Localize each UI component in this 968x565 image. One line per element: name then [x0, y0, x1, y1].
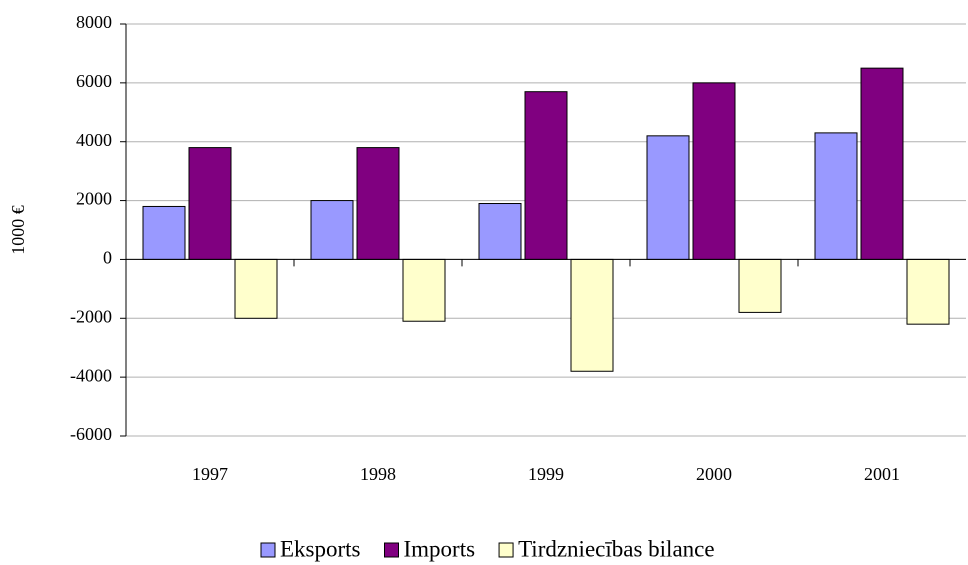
bar [142, 205, 186, 260]
bar [738, 258, 782, 313]
legend-label: Eksports [280, 536, 361, 561]
x-tick-label: 1999 [528, 464, 564, 484]
bar [692, 82, 736, 260]
y-tick-label: -6000 [70, 424, 112, 444]
x-tick-label: 2001 [864, 464, 900, 484]
bar [234, 258, 278, 319]
legend-item: Tirdzniecības bilance [498, 536, 715, 561]
legend-label: Tirdzniecības bilance [518, 536, 715, 561]
y-tick-label: 0 [103, 248, 112, 268]
x-tick-label: 1997 [192, 464, 228, 484]
bar [646, 135, 690, 260]
bar [570, 258, 614, 372]
legend-label: Imports [404, 536, 476, 561]
bar [478, 203, 522, 260]
bar [310, 200, 354, 260]
y-tick-label: 6000 [76, 71, 112, 91]
legend-item: Eksports [260, 536, 361, 561]
bar [860, 67, 904, 260]
x-tick-label: 2000 [696, 464, 732, 484]
x-tick-label: 1998 [360, 464, 396, 484]
y-tick-label: -2000 [70, 306, 112, 326]
bar [814, 132, 858, 260]
y-tick-label: 8000 [76, 12, 112, 32]
legend-swatch [260, 542, 276, 558]
y-tick-label: 4000 [76, 130, 112, 150]
bar [356, 147, 400, 260]
legend-swatch [384, 542, 399, 558]
bar [906, 258, 950, 325]
y-tick-label: -4000 [70, 365, 112, 385]
bar [524, 91, 568, 260]
legend-item: Imports [384, 536, 476, 561]
bar [188, 147, 232, 260]
y-axis-label: 1000 € [8, 205, 28, 255]
y-tick-label: 2000 [76, 189, 112, 209]
legend-swatch [498, 542, 514, 558]
legend: Eksports Imports Tirdzniecības bilance [260, 536, 715, 561]
bar [402, 258, 446, 322]
